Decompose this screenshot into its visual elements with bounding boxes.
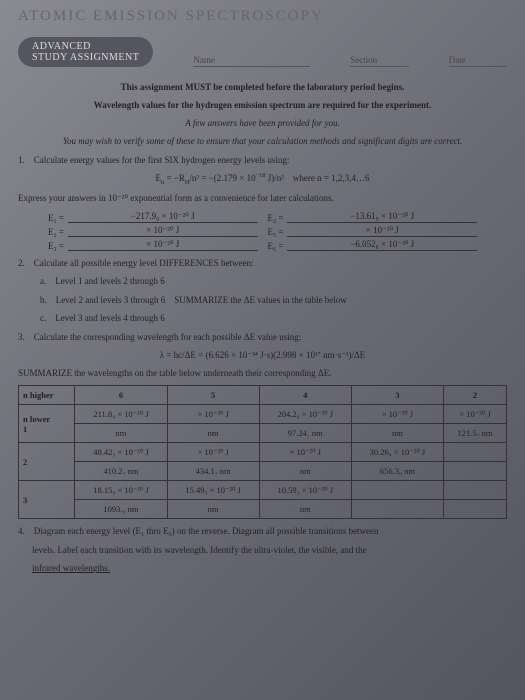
question-4a: 4. Diagram each energy level (E₁ thru E₆… [18,525,507,538]
r3n: 3 [19,481,75,519]
r2w4 [444,462,507,481]
r1e0: 211.8₄ × 10⁻²⁰ J [75,405,167,424]
intro-line4: You may wish to verify some of these to … [38,135,487,147]
e5-val: × 10⁻²⁰ J [287,225,477,237]
r3w0: 1093.₉ nm [75,500,167,519]
banner-line1: ADVANCED [32,41,139,52]
q2b: b. Level 2 and levels 3 through 6 SUMMAR… [40,294,507,307]
r3w3 [351,500,443,519]
intro-line3: A few answers have been provided for you… [38,117,487,129]
r1w2: 97.24₁ nm [259,424,351,443]
r1e1: × 10⁻²⁰ J [167,405,259,424]
question-2: 2. Calculate all possible energy level D… [18,257,507,270]
r1w1: nm [167,424,259,443]
name-field: Name [193,55,310,67]
f1c: /n² = −(2.179 × 10 [189,173,255,183]
intro-line2: Wavelength values for the hydrogen emiss… [38,99,487,111]
r1n: 1 [23,424,27,434]
energy-row-2: E₂ =× 10⁻²⁰ J E₅ =× 10⁻²⁰ J [48,225,477,237]
e4-lbl: E₄ = [268,213,284,223]
question-3: 3. Calculate the corresponding wavelengt… [18,331,507,344]
th-c2: 2 [444,386,507,405]
th-c5: 5 [167,386,259,405]
r2n: 2 [19,443,75,481]
r3e3 [351,481,443,500]
r1w4: 121.5₇ nm [444,424,507,443]
r1w3: nm [351,424,443,443]
r1w0: nm [75,424,167,443]
r2e0: 48.42₃ × 10⁻²⁰ J [75,443,167,462]
r2w1: 434.1₇ nm [167,462,259,481]
th-c4: 4 [259,386,351,405]
r2e3: 30.26₄ × 10⁻²⁰ J [351,443,443,462]
e2-lbl: E₂ = [48,227,64,237]
e1-lbl: E₁ = [48,213,64,223]
f1b: = −R [164,173,185,183]
th-nhigher: n higher [19,386,75,405]
q2c: c. Level 3 and levels 4 through 6 [40,312,507,325]
r3e0: 18.15₈ × 10⁻²⁰ J [75,481,167,500]
q2a: a. Level 1 and levels 2 through 6 [40,275,507,288]
banner-line2: STUDY ASSIGNMENT [32,52,139,63]
question-1: 1. Calculate energy values for the first… [18,154,507,167]
r1e4: × 10⁻²⁰ J [444,405,507,424]
section-field: Section [350,55,408,67]
r2w3: 656.3₈ nm [351,462,443,481]
r2e2: × 10⁻²⁰ J [259,443,351,462]
e6-lbl: E₆ = [268,241,284,251]
e1-val: −217.9₀ × 10⁻²⁰ J [68,211,258,223]
e2-val: × 10⁻²⁰ J [68,225,258,237]
question-4c: infrared wavelengths. [32,562,110,575]
page-main-title: ATOMIC EMISSION SPECTROSCOPY [18,8,507,25]
e4-val: −13.61₉ × 10⁻²⁰ J [287,211,477,223]
energy-row-1: E₁ = −217.9₀ × 10⁻²⁰ J E₄ =−13.61₉ × 10⁻²… [48,211,477,223]
page-number: 63 [494,684,503,694]
r3w2: nm [259,500,351,519]
f1d: J)/n² where n = 1,2,3,4…6 [265,173,369,183]
r2e1: × 10⁻²⁰ J [167,443,259,462]
r2w2: nm [259,462,351,481]
question-4b: levels. Label each transition with its w… [32,544,507,557]
header-row: ADVANCED STUDY ASSIGNMENT Name Section D… [18,37,507,67]
summary-table: n higher 6 5 4 3 2 n lower1 211.8₄ × 10⁻… [18,385,507,519]
e3-lbl: E₃ = [48,241,64,251]
r3e4 [444,481,507,500]
r3e2: 10.59₂ × 10⁻²⁰ J [259,481,351,500]
r3w4 [444,500,507,519]
date-field: Date [449,55,507,67]
r3w1: nm [167,500,259,519]
th-c3: 3 [351,386,443,405]
q3-formula: λ = hc/ΔE = (6.626 × 10⁻³⁴ J·s)(2.998 × … [18,350,507,361]
intro-line1: This assignment MUST be completed before… [38,81,487,93]
e5-lbl: E₅ = [268,227,284,237]
th-c6: 6 [75,386,167,405]
r2e4 [444,443,507,462]
q1-note: Express your answers in 10⁻²⁰ exponentia… [18,192,507,205]
assignment-banner: ADVANCED STUDY ASSIGNMENT [18,37,153,67]
r2w0: 410.2₇ nm [75,462,167,481]
q1-formula: En = −RH/n² = −(2.179 × 10−18 J)/n² wher… [18,172,507,186]
e3-val: × 10⁻²⁰ J [68,239,258,251]
r1e2: 204.2₉ × 10⁻²⁰ J [259,405,351,424]
q3-note: SUMMARIZE the wavelengths on the table b… [18,367,507,380]
e6-val: −6.052₈ × 10⁻²⁰ J [287,239,477,251]
r3e1: 15.49₃ × 10⁻²⁰ J [167,481,259,500]
energy-row-3: E₃ = × 10⁻²⁰ J E₆ =−6.052₈ × 10⁻²⁰ J [48,239,477,251]
th-nlower: n lower [23,414,50,424]
r1e3: × 10⁻²⁰ J [351,405,443,424]
